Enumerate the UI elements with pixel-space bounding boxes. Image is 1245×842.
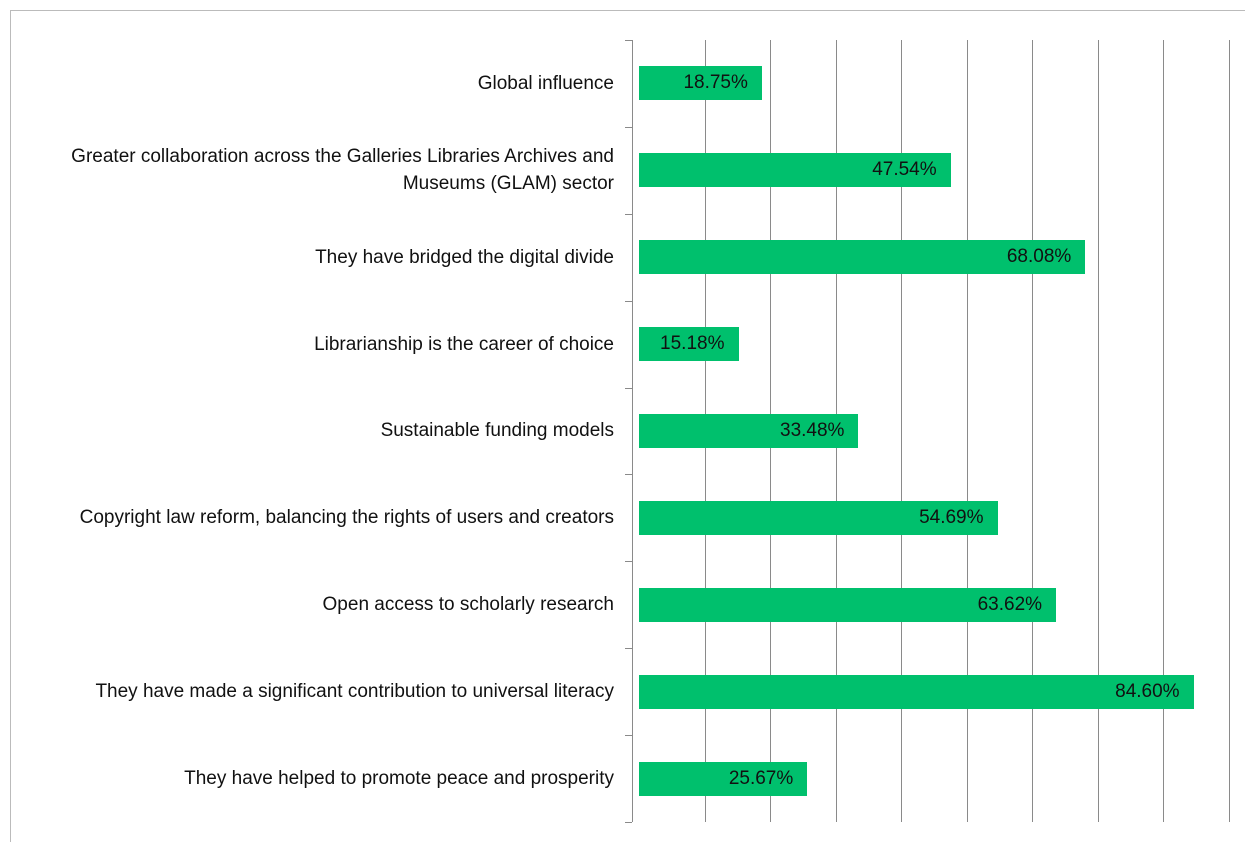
y-tick <box>625 213 632 215</box>
y-tick <box>625 822 632 823</box>
y-tick <box>625 387 632 389</box>
data-label: 15.18% <box>660 333 725 355</box>
bar <box>639 414 859 448</box>
bar <box>639 327 739 362</box>
data-label: 25.67% <box>728 767 794 789</box>
grid-line <box>901 40 903 822</box>
data-label: 18.75% <box>683 72 748 94</box>
bar <box>639 66 762 101</box>
y-axis <box>632 40 633 822</box>
bar <box>639 674 1194 709</box>
category-label: Greater collaboration across the Galleri… <box>71 146 614 195</box>
category-label: Sustainable funding models <box>380 420 614 442</box>
bar <box>639 500 998 535</box>
grid-line <box>1032 40 1034 822</box>
y-tick <box>625 474 632 476</box>
y-tick <box>625 126 632 128</box>
grid-line <box>1163 40 1165 822</box>
data-label: 84.60% <box>1115 680 1180 702</box>
data-label: 33.48% <box>780 420 845 441</box>
bar <box>639 587 1057 622</box>
data-label: 47.54% <box>872 159 937 181</box>
data-label: 68.08% <box>1006 246 1072 268</box>
y-tick <box>625 561 632 563</box>
category-label: They have helped to promote peace and pr… <box>184 768 614 790</box>
bar <box>639 240 1086 275</box>
y-tick <box>625 300 632 302</box>
chart-frame <box>10 10 1245 842</box>
y-tick <box>625 40 632 41</box>
bar <box>639 761 808 796</box>
category-label: They have bridged the digital divide <box>315 246 614 268</box>
grid-line <box>1097 40 1099 822</box>
category-label: Open access to scholarly research <box>322 594 614 616</box>
category-label: Global influence <box>477 72 614 94</box>
data-label: 63.62% <box>977 593 1043 615</box>
grid-line <box>1229 40 1230 822</box>
category-label: Librarianship is the career of choice <box>314 333 614 355</box>
y-tick <box>625 735 632 737</box>
bar <box>639 153 951 188</box>
category-label: Copyright law reform, balancing the righ… <box>79 507 614 529</box>
grid-line <box>966 40 968 822</box>
data-label: 54.69% <box>919 506 984 528</box>
y-tick <box>625 648 632 650</box>
category-label: They have made a significant contributio… <box>95 681 614 703</box>
